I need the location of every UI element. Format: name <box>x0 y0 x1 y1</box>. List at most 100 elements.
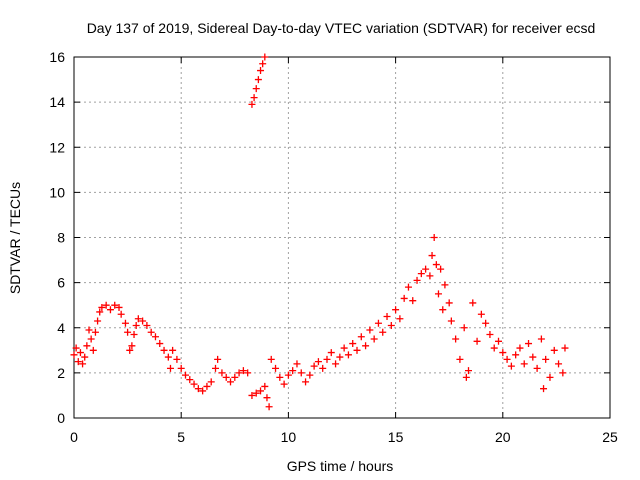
data-point <box>130 331 138 339</box>
data-point <box>76 349 84 357</box>
data-point <box>134 315 142 323</box>
data-point <box>83 342 91 350</box>
data-point <box>166 364 174 372</box>
data-point <box>428 252 436 260</box>
grid <box>74 57 610 418</box>
data-point <box>503 355 511 363</box>
data-point <box>542 355 550 363</box>
data-point <box>445 299 453 307</box>
data-point <box>409 297 417 305</box>
data-point <box>231 373 239 381</box>
data-point <box>96 308 104 316</box>
data-point <box>340 344 348 352</box>
data-point <box>319 364 327 372</box>
data-point <box>244 369 252 377</box>
y-tick-label: 10 <box>49 184 65 200</box>
x-tick-label: 0 <box>70 429 78 445</box>
data-point <box>207 378 215 386</box>
data-point <box>533 364 541 372</box>
data-point <box>336 353 344 361</box>
data-point <box>284 371 292 379</box>
data-point <box>507 362 515 370</box>
data-point <box>357 333 365 341</box>
data-point <box>259 60 267 68</box>
data-point <box>265 403 273 411</box>
data-point <box>252 85 260 93</box>
data-point <box>490 344 498 352</box>
data-point <box>261 53 269 61</box>
data-point <box>106 306 114 314</box>
data-point <box>289 367 297 375</box>
y-tick-label: 8 <box>57 230 65 246</box>
x-tick-label: 15 <box>388 429 404 445</box>
x-tick-label: 5 <box>177 429 185 445</box>
data-point <box>254 76 262 84</box>
y-tick-label: 0 <box>57 410 65 426</box>
data-point <box>186 376 194 384</box>
data-point <box>473 337 481 345</box>
data-point <box>87 335 95 343</box>
x-axis-label: GPS time / hours <box>287 458 394 474</box>
data-point <box>383 312 391 320</box>
data-point <box>495 337 503 345</box>
data-point <box>98 303 106 311</box>
data-point <box>520 360 528 368</box>
data-point <box>314 358 322 366</box>
data-point <box>379 328 387 336</box>
data-point <box>486 331 494 339</box>
data-point <box>332 360 340 368</box>
data-point <box>250 94 258 102</box>
data-point <box>143 321 151 329</box>
data-point <box>297 369 305 377</box>
data-point <box>434 290 442 298</box>
data-point <box>261 382 269 390</box>
data-point <box>203 382 211 390</box>
chart-title: Day 137 of 2019, Sidereal Day-to-day VTE… <box>87 20 596 36</box>
data-point <box>94 317 102 325</box>
data-point <box>227 378 235 386</box>
data-point <box>323 355 331 363</box>
x-tick-label: 10 <box>281 429 297 445</box>
data-point <box>128 342 136 350</box>
data-point <box>151 333 159 341</box>
data-point <box>546 373 554 381</box>
data-point <box>164 353 172 361</box>
data-point <box>464 367 472 375</box>
data-point <box>439 306 447 314</box>
data-point <box>462 373 470 381</box>
data-point <box>430 234 438 241</box>
data-point <box>452 335 460 343</box>
data-point <box>257 67 265 75</box>
data-point <box>276 373 284 381</box>
y-tick-label: 12 <box>49 139 65 155</box>
data-point <box>344 351 352 359</box>
data-point <box>550 346 558 354</box>
y-tick-label: 14 <box>49 94 65 110</box>
y-tick-label: 4 <box>57 320 65 336</box>
data-point <box>499 349 507 357</box>
data-point <box>525 340 533 348</box>
data-point <box>169 346 177 354</box>
data-point <box>257 387 265 395</box>
data-point <box>441 281 449 289</box>
data-point <box>537 335 545 343</box>
data-point <box>70 351 78 359</box>
data-point <box>306 371 314 379</box>
data-point <box>426 272 434 280</box>
y-axis-label: SDTVAR / TECUs <box>7 182 23 294</box>
data-point <box>540 385 548 393</box>
x-axis: 0 5 10 15 20 25 <box>70 57 618 445</box>
data-point <box>477 310 485 318</box>
y-tick-label: 2 <box>57 365 65 381</box>
data-point <box>310 362 318 370</box>
data-point <box>280 380 288 388</box>
data-point <box>102 301 110 309</box>
data-point <box>235 369 243 377</box>
data-point <box>91 328 99 336</box>
data-point <box>132 321 140 329</box>
data-point <box>89 346 97 354</box>
data-point <box>437 265 445 273</box>
data-point <box>482 319 490 327</box>
data-point <box>194 385 202 393</box>
data-point <box>349 340 357 348</box>
